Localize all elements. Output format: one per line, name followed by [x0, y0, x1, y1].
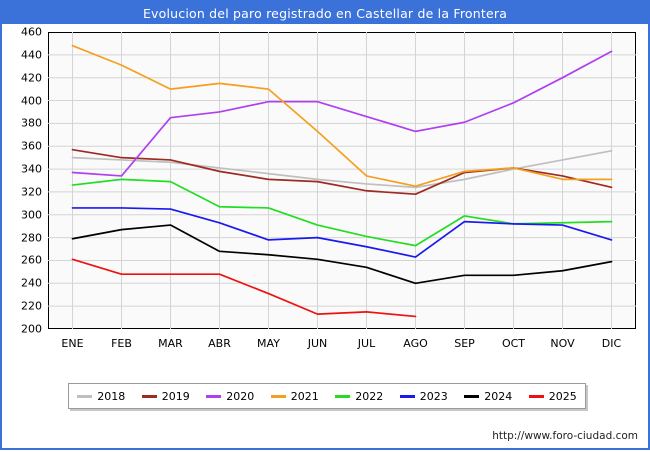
y-axis-tick-label: 320	[21, 185, 42, 199]
x-axis-tick-label: JUL	[357, 337, 376, 350]
y-axis-tick-label: 220	[21, 299, 42, 313]
series-line-2020	[71, 50, 613, 177]
legend-label: 2023	[419, 389, 448, 403]
y-axis-tick-label: 360	[21, 139, 42, 153]
series-canvas	[48, 32, 636, 329]
legend-label: 2024	[484, 389, 513, 403]
x-axis-tick-label: OCT	[501, 337, 526, 350]
y-axis-tick-label: 300	[21, 208, 42, 222]
series-line-2023	[71, 207, 613, 258]
legend-swatch-icon	[528, 394, 544, 398]
x-axis-tick-label: DIC	[601, 337, 622, 350]
legend-label: 2021	[290, 389, 319, 403]
legend-swatch-icon	[464, 394, 480, 398]
legend-item-2024[interactable]: 2024	[464, 390, 512, 403]
legend-item-2025[interactable]: 2025	[528, 389, 577, 403]
legend-swatch-icon	[206, 394, 222, 398]
y-axis-tick-label: 380	[21, 116, 42, 130]
x-axis-tick-label: ABR	[208, 337, 231, 350]
series-line-2024	[71, 224, 613, 285]
y-axis-tick-label: 280	[21, 231, 42, 245]
y-axis-tick-label: 460	[21, 25, 42, 39]
legend-item-2020[interactable]: 2020	[206, 390, 254, 403]
x-axis-tick-label: MAR	[158, 337, 183, 350]
plot-area	[48, 32, 636, 329]
legend-item-2019[interactable]: 2019	[141, 389, 190, 403]
legend-swatch-icon	[270, 394, 286, 398]
y-axis-tick-label: 400	[21, 94, 42, 108]
x-axis-tick-label: NOV	[550, 337, 575, 350]
series-line-2022	[71, 178, 613, 247]
x-axis-tick-label: MAY	[257, 337, 280, 350]
legend-swatch-icon	[141, 394, 157, 398]
x-axis-tick-label: AGO	[403, 337, 428, 350]
legend-swatch-icon	[399, 394, 415, 398]
page-title: Evolucion del paro registrado en Castell…	[142, 5, 508, 21]
legend-item-2021[interactable]: 2021	[270, 389, 319, 403]
y-axis-tick-label: 260	[21, 253, 42, 267]
legend-label: 2025	[548, 389, 577, 403]
series-line-2021	[71, 44, 613, 188]
source-url: http://www.foro-ciudad.com	[492, 430, 638, 442]
x-axis-tick-label: FEB	[111, 337, 132, 350]
legend-label: 2020	[226, 389, 255, 403]
legend-item-2023[interactable]: 2023	[399, 389, 448, 403]
legend-label: 2019	[161, 389, 190, 403]
y-axis-tick-label: 440	[21, 48, 42, 62]
series-line-2025	[71, 258, 417, 318]
chart-legend: 2018 2019 2020 2021 2022 2023 2024 2025	[68, 383, 586, 409]
series-line-2018	[71, 149, 613, 189]
y-axis-tick-label: 240	[21, 276, 42, 290]
legend-item-2018[interactable]: 2018	[77, 390, 125, 403]
legend-swatch-icon	[77, 394, 93, 398]
window-title-bar: Evolucion del paro registrado en Castell…	[2, 2, 648, 24]
y-axis-tick-label: 340	[21, 162, 42, 176]
y-axis-tick-label: 200	[21, 322, 42, 336]
legend-label: 2018	[97, 389, 126, 403]
x-axis-tick-label: SEP	[454, 337, 475, 350]
x-axis-tick-label: ENE	[61, 337, 84, 350]
legend-swatch-icon	[335, 394, 351, 398]
legend-label: 2022	[355, 389, 384, 403]
y-axis-tick-label: 420	[21, 71, 42, 85]
x-axis-tick-label: JUN	[307, 337, 328, 350]
legend-item-2022[interactable]: 2022	[335, 390, 383, 403]
